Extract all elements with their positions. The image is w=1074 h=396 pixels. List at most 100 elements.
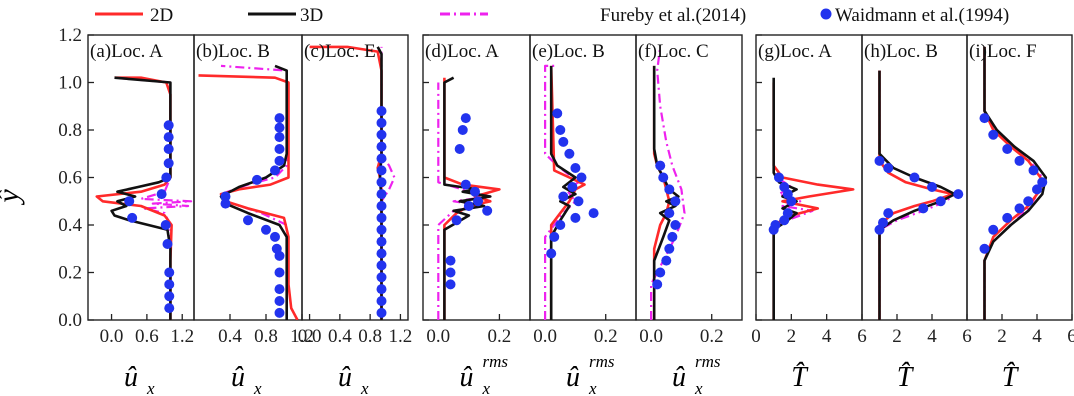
data-point xyxy=(162,239,173,249)
data-point xyxy=(1014,155,1025,166)
x-axis-label-sub: x xyxy=(588,379,597,396)
panel-i: 2 4 6 (i)Loc. F T̂ xyxy=(966,34,1074,393)
data-point xyxy=(661,255,672,266)
x-axis-label: T̂ xyxy=(1002,362,1020,393)
y-tick-label: 1.0 xyxy=(58,73,82,94)
data-point xyxy=(555,125,566,135)
data-point xyxy=(1032,184,1042,195)
legend-label: 2D xyxy=(150,5,173,26)
y-tick-label: 0.6 xyxy=(58,168,82,189)
data-point xyxy=(576,172,587,183)
x-tick-label: 2 xyxy=(892,326,902,347)
panel-f: 0.0 0.2 (f)Loc. C û x rms xyxy=(635,34,743,396)
x-tick-label: 0.4 xyxy=(328,326,352,347)
data-point xyxy=(164,279,175,290)
y-axis-group-2 xyxy=(423,34,429,321)
data-point xyxy=(243,215,253,226)
series-group xyxy=(874,70,964,320)
panel-title: (g)Loc. A xyxy=(758,41,832,62)
x-axis-label-sup: rms xyxy=(695,352,721,371)
x-tick-label: 6 xyxy=(857,326,867,347)
x-tick-label: 4 xyxy=(822,326,832,347)
x-tick-label: 1.2 xyxy=(389,326,413,347)
y-tick-label: 0.4 xyxy=(58,215,82,236)
data-point xyxy=(376,284,387,295)
data-point xyxy=(376,141,387,152)
data-point xyxy=(376,248,387,259)
data-point xyxy=(457,125,468,135)
x-axis-label: û xyxy=(124,362,138,393)
data-point xyxy=(935,196,946,207)
x-axis-label: û xyxy=(231,362,245,393)
data-point xyxy=(909,172,920,183)
data-point xyxy=(445,279,456,290)
x-axis-label: T̂ xyxy=(897,362,915,393)
data-point xyxy=(376,177,387,188)
data-point xyxy=(482,205,493,216)
data-point xyxy=(163,144,174,154)
panel-a: 0.0 0.6 1.2 (a)Loc. A û x xyxy=(87,34,195,396)
data-point xyxy=(376,212,387,223)
data-point xyxy=(274,122,285,133)
series-group xyxy=(437,76,501,320)
data-point xyxy=(979,113,990,124)
data-point xyxy=(376,153,387,164)
x-axis-label: û xyxy=(460,362,474,393)
data-point xyxy=(274,284,285,295)
x-axis-label-sub: x xyxy=(482,379,491,396)
series-line xyxy=(983,46,1048,320)
data-point xyxy=(376,272,387,283)
x-tick-label: 4 xyxy=(927,326,937,347)
y-tick-label: 1.2 xyxy=(58,25,82,46)
panel-frame xyxy=(635,34,743,321)
data-point xyxy=(376,260,387,271)
data-point xyxy=(652,279,663,290)
data-point xyxy=(261,224,271,235)
data-point xyxy=(445,267,456,278)
legend-label: Waidmann et al.(1994) xyxy=(835,5,1009,26)
x-tick-label: 2 xyxy=(997,326,1007,347)
series-group xyxy=(198,64,299,320)
x-tick-label: 2 xyxy=(787,326,797,347)
legend-marker xyxy=(820,8,832,20)
data-point xyxy=(558,191,569,202)
data-point xyxy=(376,201,387,211)
panel-title: (c)Loc. E xyxy=(304,41,376,62)
data-point xyxy=(274,296,285,306)
x-axis-label: û xyxy=(672,362,686,393)
data-point xyxy=(161,172,172,183)
legend-entry-1: 2D xyxy=(95,5,173,26)
x-tick-label: 0 xyxy=(751,326,761,347)
data-point xyxy=(220,191,231,202)
panel-title: (f)Loc. C xyxy=(638,41,709,62)
data-point xyxy=(953,189,964,200)
data-point xyxy=(160,220,171,230)
data-point xyxy=(376,117,387,128)
data-point xyxy=(460,179,471,190)
data-point xyxy=(670,196,681,207)
data-point xyxy=(274,113,285,124)
panel-e: 0.0 0.2 (e)Loc. B û x rms xyxy=(529,34,637,396)
data-point xyxy=(558,136,569,147)
data-point xyxy=(463,201,474,211)
data-point xyxy=(376,165,387,176)
data-point xyxy=(927,182,937,192)
data-point xyxy=(670,220,681,230)
data-point xyxy=(270,231,280,242)
x-tick-label: 0.0 xyxy=(639,326,663,347)
legend-entry-3: Fureby et al.(2014) xyxy=(440,5,746,26)
data-point xyxy=(567,182,578,192)
data-point xyxy=(445,255,456,266)
panels: 0.00.20.40.60.81.01.20.0 0.6 1.2(a)Loc. Aû… xyxy=(58,25,1074,396)
data-point xyxy=(376,236,387,247)
x-axis-label-sup: rms xyxy=(589,352,615,371)
data-point xyxy=(1002,144,1013,154)
series-line xyxy=(878,70,955,320)
data-point xyxy=(163,120,174,131)
series-group xyxy=(768,77,855,320)
data-point xyxy=(878,217,888,228)
data-point xyxy=(664,184,675,195)
x-axis-label-sub: x xyxy=(253,379,262,396)
data-point xyxy=(552,108,563,119)
series-line xyxy=(878,70,957,320)
